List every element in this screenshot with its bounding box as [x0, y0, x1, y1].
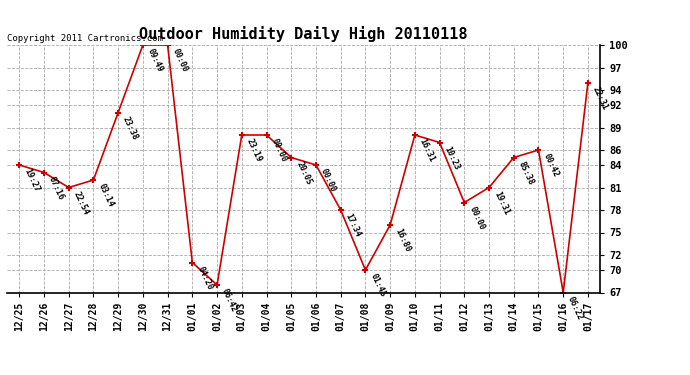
Text: 00:00: 00:00: [319, 167, 337, 194]
Text: 06:22: 06:22: [566, 295, 585, 321]
Text: 20:05: 20:05: [294, 160, 313, 186]
Text: 00:42: 00:42: [542, 152, 560, 179]
Text: 16:31: 16:31: [418, 137, 437, 164]
Text: 07:16: 07:16: [47, 175, 66, 201]
Text: 19:31: 19:31: [492, 190, 511, 216]
Text: 06:42: 06:42: [220, 287, 239, 314]
Text: 10:23: 10:23: [442, 145, 462, 171]
Text: 00:00: 00:00: [170, 47, 189, 74]
Text: 85:38: 85:38: [517, 160, 535, 186]
Text: 00:00: 00:00: [467, 205, 486, 231]
Text: 03:14: 03:14: [97, 182, 115, 209]
Text: 22:54: 22:54: [72, 190, 90, 216]
Text: 16:80: 16:80: [393, 227, 412, 254]
Text: 04:20: 04:20: [195, 265, 214, 291]
Text: 09:49: 09:49: [146, 47, 165, 74]
Text: 22:31: 22:31: [591, 85, 610, 111]
Text: 01:45: 01:45: [368, 272, 387, 299]
Text: Copyright 2011 Cartronics.com: Copyright 2011 Cartronics.com: [7, 33, 163, 42]
Title: Outdoor Humidity Daily High 20110118: Outdoor Humidity Daily High 20110118: [139, 27, 468, 42]
Text: 23:19: 23:19: [245, 137, 264, 164]
Text: 17:34: 17:34: [344, 212, 362, 239]
Text: 00:00: 00:00: [270, 137, 288, 164]
Text: 19:27: 19:27: [22, 167, 41, 194]
Text: 23:38: 23:38: [121, 115, 140, 141]
